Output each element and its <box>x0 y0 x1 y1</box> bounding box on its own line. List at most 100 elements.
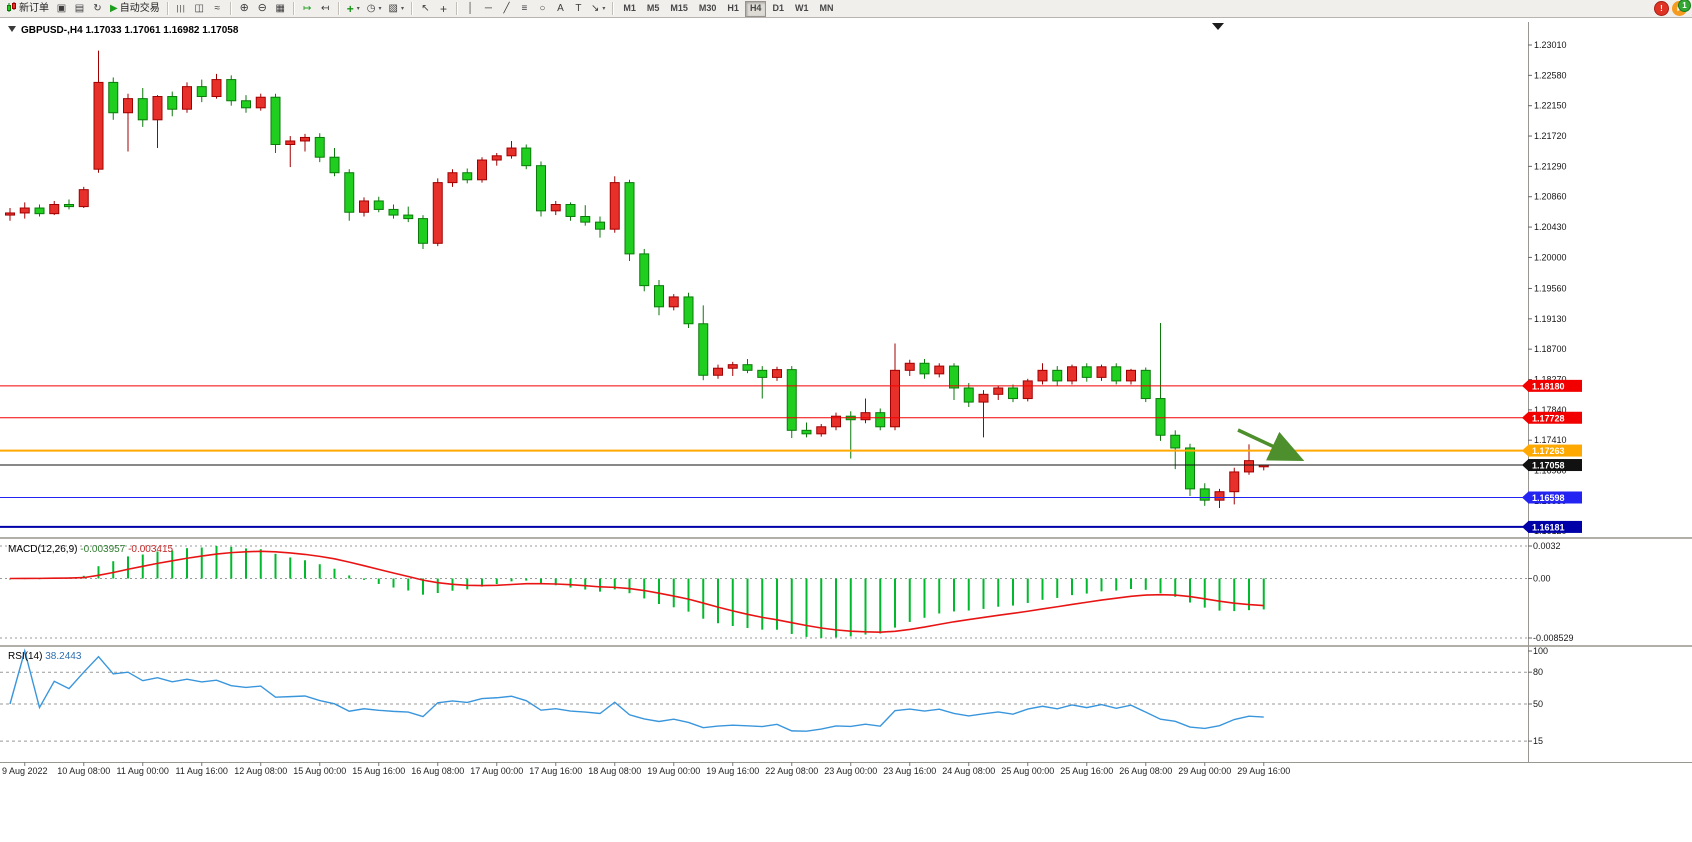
autotrading-button[interactable]: ▶ 自动交易 <box>107 1 163 17</box>
pane-splitter-macd-rsi[interactable] <box>0 645 1692 647</box>
candle-up <box>300 136 310 142</box>
trendline-button[interactable]: ╱ <box>498 1 515 17</box>
indicators-button[interactable]: + ▾ <box>344 1 363 17</box>
timeframe-m5-button[interactable]: M5 <box>642 1 665 17</box>
fibonacci-button[interactable]: ≡ <box>516 1 533 17</box>
macd-bar <box>687 578 690 612</box>
chart-shift-marker[interactable] <box>1212 23 1224 30</box>
candle-down <box>624 182 635 255</box>
macd-bar <box>776 578 778 630</box>
macd-bar <box>1233 578 1236 612</box>
chart-line-button[interactable]: ≈ <box>209 1 226 17</box>
timeframe-m1-button[interactable]: M1 <box>618 1 641 17</box>
tile-windows-button[interactable]: ▦ <box>272 1 289 17</box>
chart-shift-icon: ↤ <box>321 2 330 14</box>
symbol-dropdown-icon[interactable] <box>8 26 16 32</box>
candle-down <box>919 362 930 375</box>
macd-bar <box>230 546 233 579</box>
time-axis-label: 23 Aug 16:00 <box>883 766 936 776</box>
candle-down <box>1199 488 1210 501</box>
vertical-line-button[interactable]: │ <box>462 1 479 17</box>
auto-scroll-button[interactable]: ↦ <box>299 1 316 17</box>
alert-icon[interactable]: ! <box>1654 1 1669 16</box>
price-axis-label: 1.22580 <box>1534 70 1567 80</box>
candle-down <box>742 364 753 371</box>
text-label-button[interactable]: T <box>570 1 587 17</box>
rsi-scale-label: 100 <box>1533 646 1548 656</box>
candle-up <box>890 369 900 428</box>
timeframe-d1-button[interactable]: D1 <box>767 1 789 17</box>
price-tag <box>1528 411 1582 424</box>
toolbar-right-icons: ! ▸ 1 <box>1654 0 1691 16</box>
candlestick-chart-icon: ◫ <box>194 2 204 14</box>
timeframe-m30-button[interactable]: M30 <box>694 1 722 17</box>
macd-bar <box>1041 578 1044 600</box>
cursor-button[interactable]: ↖ <box>417 1 434 17</box>
macd-bar <box>1189 578 1191 603</box>
price-tag <box>1528 520 1582 533</box>
macd-bar <box>274 553 277 579</box>
candle-up <box>506 147 517 157</box>
timeframe-w1-button[interactable]: W1 <box>790 1 814 17</box>
chart-bars-button[interactable]: ||| <box>173 1 190 17</box>
rsi-scale-label: 50 <box>1533 699 1543 709</box>
candle-up <box>1022 380 1033 400</box>
text-button[interactable]: A <box>552 1 569 17</box>
time-axis-label: 22 Aug 08:00 <box>765 766 818 776</box>
candle-up <box>123 98 133 114</box>
candle-down <box>580 215 591 223</box>
candle-up <box>49 203 60 215</box>
shapes-button[interactable]: ○ <box>534 1 551 17</box>
macd-bar <box>1085 578 1088 594</box>
candle-up <box>713 367 723 376</box>
rsi-line <box>9 648 1264 732</box>
price-axis-label: 1.21720 <box>1534 131 1567 141</box>
timeframe-m15-button[interactable]: M15 <box>665 1 693 17</box>
line-chart-icon: ≈ <box>214 2 220 14</box>
profiles-button[interactable]: ▤ <box>71 1 88 17</box>
new-chart-icon: ▣ <box>56 2 67 14</box>
periods-button[interactable]: ◷ ▾ <box>364 1 385 17</box>
macd-bar <box>318 564 321 579</box>
rsi-scale-label: 80 <box>1533 667 1543 677</box>
crosshair-button[interactable]: + <box>435 1 452 17</box>
candle-up <box>1244 460 1254 473</box>
new-order-button[interactable]: 新订单 <box>3 1 52 17</box>
macd-bar <box>1248 578 1250 611</box>
templates-button[interactable]: ▧ ▾ <box>385 1 406 17</box>
candle-down <box>344 172 355 213</box>
macd-bar <box>407 578 410 591</box>
time-axis-label: 17 Aug 16:00 <box>529 766 582 776</box>
chart-canvas[interactable]: 1.23010 1.22580 1.22150 1.21720 1.21290 1.208… <box>0 18 1692 842</box>
pane-splitter-main-macd[interactable] <box>0 537 1692 539</box>
zoom-out-button[interactable]: ⊖ <box>254 1 271 17</box>
arrows-button[interactable]: ↘ ▾ <box>588 1 608 17</box>
macd-signal-line <box>9 550 1264 633</box>
price-axis-label: 1.21290 <box>1534 161 1567 171</box>
template-icon: ▧ <box>388 2 398 14</box>
toolbar-separator <box>455 2 458 15</box>
fibonacci-icon: ≡ <box>521 2 528 14</box>
candle-down <box>329 156 340 174</box>
trend-arrow-annotation[interactable] <box>1237 428 1305 461</box>
timeframe-h4-button[interactable]: H4 <box>744 0 767 17</box>
macd-histogram <box>9 546 1265 638</box>
candle-up <box>211 79 222 98</box>
time-axis: 9 Aug 2022 10 Aug 08:00 11 Aug 00:00 11 Aug… <box>2 762 1290 776</box>
refresh-button[interactable]: ↻ <box>89 1 106 17</box>
candle-up <box>1229 471 1240 493</box>
candle-down <box>698 323 709 376</box>
macd-bar <box>717 578 719 624</box>
time-axis-label: 10 Aug 08:00 <box>57 766 110 776</box>
chart-shift-button[interactable]: ↤ <box>317 1 334 17</box>
time-axis-label: 11 Aug 16:00 <box>176 766 228 776</box>
macd-bar <box>894 578 896 628</box>
timeframe-mn-button[interactable]: MN <box>814 1 838 17</box>
macd-bar <box>967 578 970 611</box>
timeframe-h1-button[interactable]: H1 <box>722 1 744 17</box>
horizontal-line-button[interactable]: ─ <box>480 1 497 17</box>
zoom-in-button[interactable]: ⊕ <box>236 1 253 17</box>
new-chart-button[interactable]: ▣ <box>53 1 70 17</box>
chart-candles-button[interactable]: ◫ <box>191 1 208 17</box>
macd-bar <box>835 578 837 638</box>
